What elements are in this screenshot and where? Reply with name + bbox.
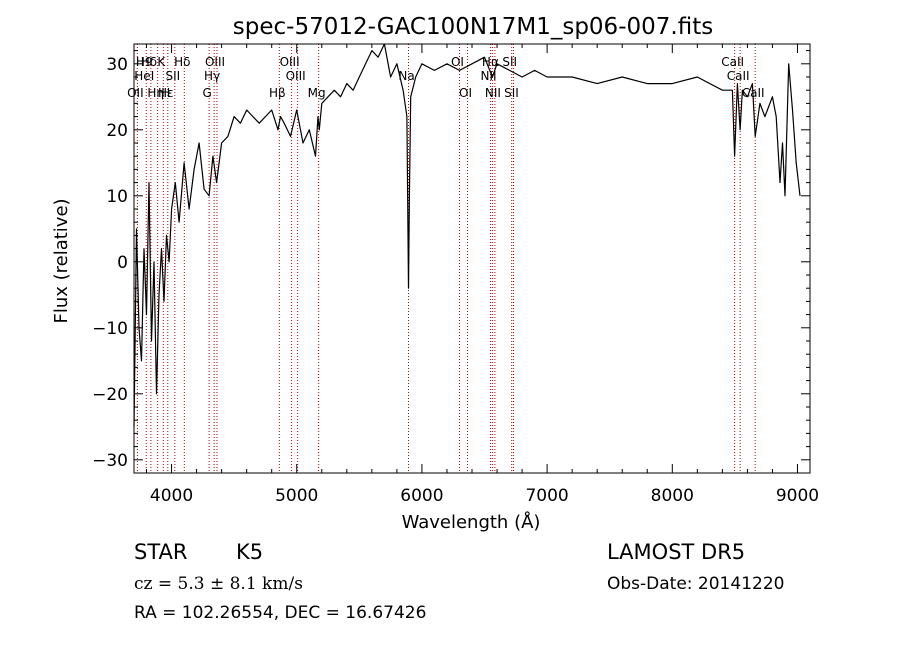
plot-frame xyxy=(133,43,811,474)
spectrum-series-0 xyxy=(133,43,801,427)
line-label-14-0: Mg xyxy=(308,86,326,100)
line-label-10-0: OIII xyxy=(205,55,225,69)
chart-title: spec-57012-GAC100N17M1_sp06-007.fits xyxy=(233,14,713,40)
line-label-5-0: Hε xyxy=(158,86,174,100)
line-label-1-1: HeI xyxy=(134,69,154,83)
line-label-19-0: Hα xyxy=(482,55,499,69)
x-tick-label-0: 4000 xyxy=(150,486,193,506)
star-class: STAR xyxy=(134,540,188,564)
line-label-21-0: SII xyxy=(502,55,517,69)
line-label-2-0: Hδ xyxy=(141,55,157,69)
line-label-4-0: K xyxy=(157,55,166,69)
line-label-11-0: Hβ xyxy=(269,86,286,100)
survey-name: LAMOST DR5 xyxy=(607,540,746,564)
y-tick-label-2: −10 xyxy=(92,319,128,339)
observation-date: Obs-Date: 20141220 xyxy=(607,574,785,594)
y-tick-label-5: 20 xyxy=(106,121,128,141)
x-tick-label-5: 9000 xyxy=(776,486,819,506)
y-tick-label-3: 0 xyxy=(117,253,128,273)
x-tick-label-2: 6000 xyxy=(400,486,443,506)
line-label-20-0: NII xyxy=(485,86,501,100)
line-label-25-0: CaII xyxy=(742,86,765,100)
line-label-18-0: NII xyxy=(480,69,496,83)
star-subclass: K5 xyxy=(236,540,264,564)
line-label-8-0: G xyxy=(202,86,211,100)
line-label-24-0: CaII xyxy=(727,69,750,83)
line-label-16-0: OI xyxy=(451,55,464,69)
line-label-13-0: OIII xyxy=(286,69,306,83)
line-label-17-0: OI xyxy=(459,86,472,100)
line-label-23-0: CaII xyxy=(721,55,744,69)
line-label-9-0: Hγ xyxy=(204,69,220,83)
line-label-0-0: OII xyxy=(127,86,144,100)
y-tick-label-1: −20 xyxy=(92,385,128,405)
line-label-5-1: H xyxy=(161,86,170,100)
x-tick-label-1: 5000 xyxy=(275,486,318,506)
coordinates: RA = 102.26554, DEC = 16.67426 xyxy=(134,603,427,623)
line-label-1-0: H9 xyxy=(136,55,153,69)
line-label-3-0: Hη xyxy=(147,86,164,100)
line-label-22-0: SII xyxy=(504,86,519,100)
x-axis-label: Wavelength (Å) xyxy=(402,511,541,533)
line-label-7-0: Hδ xyxy=(174,55,190,69)
y-axis-label: Flux (relative) xyxy=(51,198,72,323)
redshift-cz: cz = 5.3 ± 8.1 km/s xyxy=(134,574,303,594)
y-tick-label-6: 30 xyxy=(106,55,128,75)
line-label-6-0: SII xyxy=(165,69,180,83)
x-tick-label-3: 7000 xyxy=(525,486,568,506)
y-tick-label-0: −30 xyxy=(92,451,128,471)
line-label-12-0: OIII xyxy=(280,55,300,69)
line-label-15-0: Na xyxy=(398,69,414,83)
x-tick-label-4: 8000 xyxy=(651,486,694,506)
y-tick-label-4: 10 xyxy=(106,187,128,207)
